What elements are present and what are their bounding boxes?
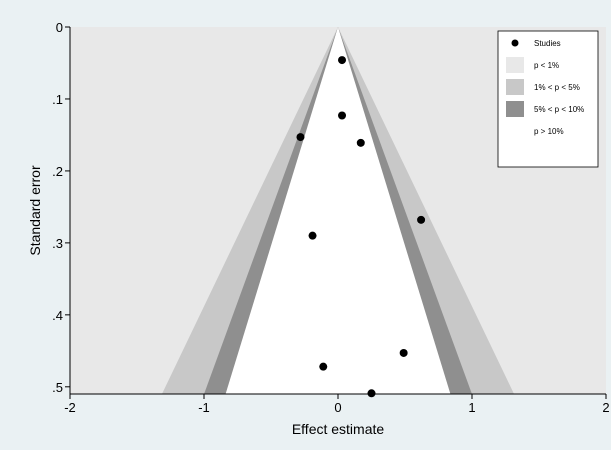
legend-marker-studies [511, 39, 519, 47]
legend-swatch [506, 123, 524, 139]
legend-label: 1% < p < 5% [534, 83, 580, 92]
x-tick-label: -2 [64, 400, 76, 415]
y-tick-label: .5 [52, 380, 63, 395]
legend-label: p > 10% [534, 127, 564, 136]
study-point-4 [356, 138, 365, 147]
study-point-3 [296, 133, 305, 142]
x-tick-label: 2 [602, 400, 609, 415]
study-point-6 [308, 231, 317, 240]
study-point-8 [319, 362, 328, 371]
legend-label: p < 1% [534, 61, 559, 70]
legend-swatch [506, 79, 524, 95]
study-point-1 [338, 56, 347, 65]
study-point-2 [338, 111, 347, 120]
y-tick-label: .4 [52, 308, 63, 323]
x-axis-title: Effect estimate [292, 421, 385, 437]
legend-box [497, 30, 599, 168]
y-tick-label: .3 [52, 236, 63, 251]
x-tick-label: -1 [198, 400, 210, 415]
x-tick-label: 1 [468, 400, 475, 415]
y-tick-label: .1 [52, 92, 63, 107]
y-axis-title: Standard error [27, 165, 43, 256]
y-tick-label: .2 [52, 164, 63, 179]
legend-label: Studies [534, 39, 561, 48]
legend-swatch [506, 57, 524, 73]
legend-label: 5% < p < 10% [534, 105, 584, 114]
study-point-7 [399, 348, 408, 357]
axes: -2 -1 0 1 2 0 .1 .2 .3 .4 .5 Effect estimate Standar… [27, 20, 610, 437]
legend: Studies p < 1% 1% < p < 5% 5% < p < 10% p > … [497, 30, 599, 168]
legend-swatch [506, 101, 524, 117]
x-tick-label: 0 [334, 400, 341, 415]
funnel-region-3 [225, 27, 451, 394]
study-point-5 [417, 215, 426, 224]
y-tick-label: 0 [56, 20, 63, 35]
study-point-9 [367, 389, 376, 398]
